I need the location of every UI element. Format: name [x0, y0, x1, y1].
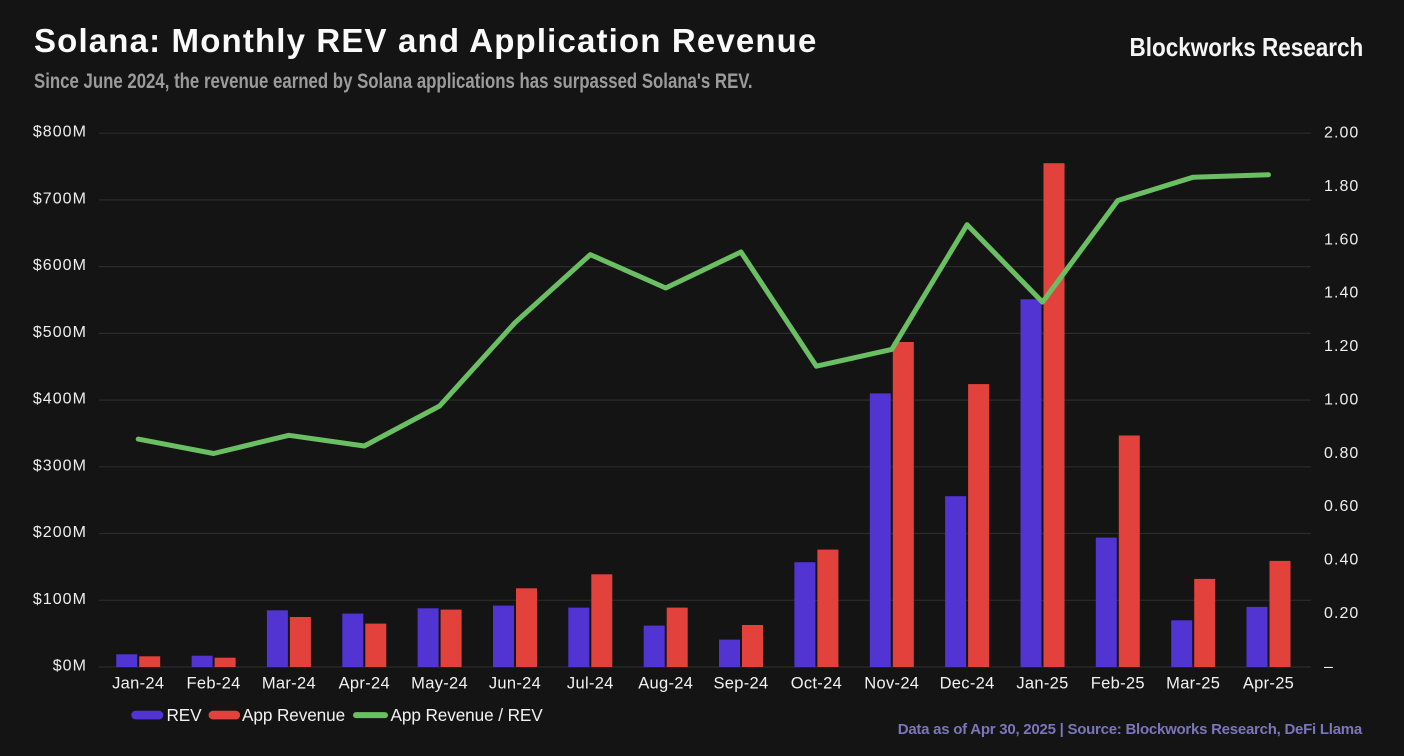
svg-text:0.20: 0.20 — [1324, 605, 1359, 622]
svg-text:Apr-24: Apr-24 — [339, 675, 390, 693]
svg-text:$0M: $0M — [53, 658, 87, 675]
svg-text:Feb-24: Feb-24 — [187, 675, 241, 693]
svg-text:1.00: 1.00 — [1324, 391, 1359, 408]
svg-text:0.60: 0.60 — [1324, 498, 1359, 515]
svg-text:Oct-24: Oct-24 — [791, 675, 842, 693]
svg-text:Jun-24: Jun-24 — [489, 675, 541, 693]
svg-text:$800M: $800M — [33, 124, 87, 141]
svg-text:1.80: 1.80 — [1324, 178, 1359, 195]
svg-text:1.40: 1.40 — [1324, 285, 1359, 302]
svg-text:Mar-25: Mar-25 — [1166, 675, 1220, 693]
svg-text:$400M: $400M — [33, 391, 87, 408]
svg-text:Nov-24: Nov-24 — [864, 675, 919, 693]
svg-text:App Revenue / REV: App Revenue / REV — [391, 705, 544, 725]
svg-text:$200M: $200M — [33, 524, 87, 541]
svg-text:Jul-24: Jul-24 — [567, 675, 614, 693]
svg-text:2.00: 2.00 — [1324, 125, 1359, 142]
svg-text:0.40: 0.40 — [1324, 552, 1359, 569]
svg-text:Data as of Apr 30, 2025 | Sour: Data as of Apr 30, 2025 | Source: Blockw… — [898, 721, 1363, 738]
svg-text:$100M: $100M — [33, 591, 87, 608]
svg-text:Sep-24: Sep-24 — [713, 675, 768, 693]
svg-text:May-24: May-24 — [411, 675, 468, 693]
svg-text:$500M: $500M — [33, 324, 87, 341]
svg-text:–: – — [1324, 658, 1334, 675]
svg-text:$300M: $300M — [33, 457, 87, 474]
svg-text:Jan-24: Jan-24 — [112, 675, 164, 693]
svg-text:Mar-24: Mar-24 — [262, 675, 316, 693]
svg-text:App Revenue: App Revenue — [242, 705, 345, 725]
svg-text:Dec-24: Dec-24 — [940, 675, 995, 693]
svg-text:$600M: $600M — [33, 257, 87, 274]
svg-text:Apr-25: Apr-25 — [1243, 675, 1294, 693]
svg-text:1.20: 1.20 — [1324, 338, 1359, 355]
svg-text:Jan-25: Jan-25 — [1016, 675, 1068, 693]
svg-text:REV: REV — [167, 705, 203, 725]
svg-text:0.80: 0.80 — [1324, 445, 1359, 462]
svg-text:Feb-25: Feb-25 — [1091, 675, 1145, 693]
svg-text:1.60: 1.60 — [1324, 231, 1359, 248]
svg-text:$700M: $700M — [33, 190, 87, 207]
svg-text:Aug-24: Aug-24 — [638, 675, 693, 693]
